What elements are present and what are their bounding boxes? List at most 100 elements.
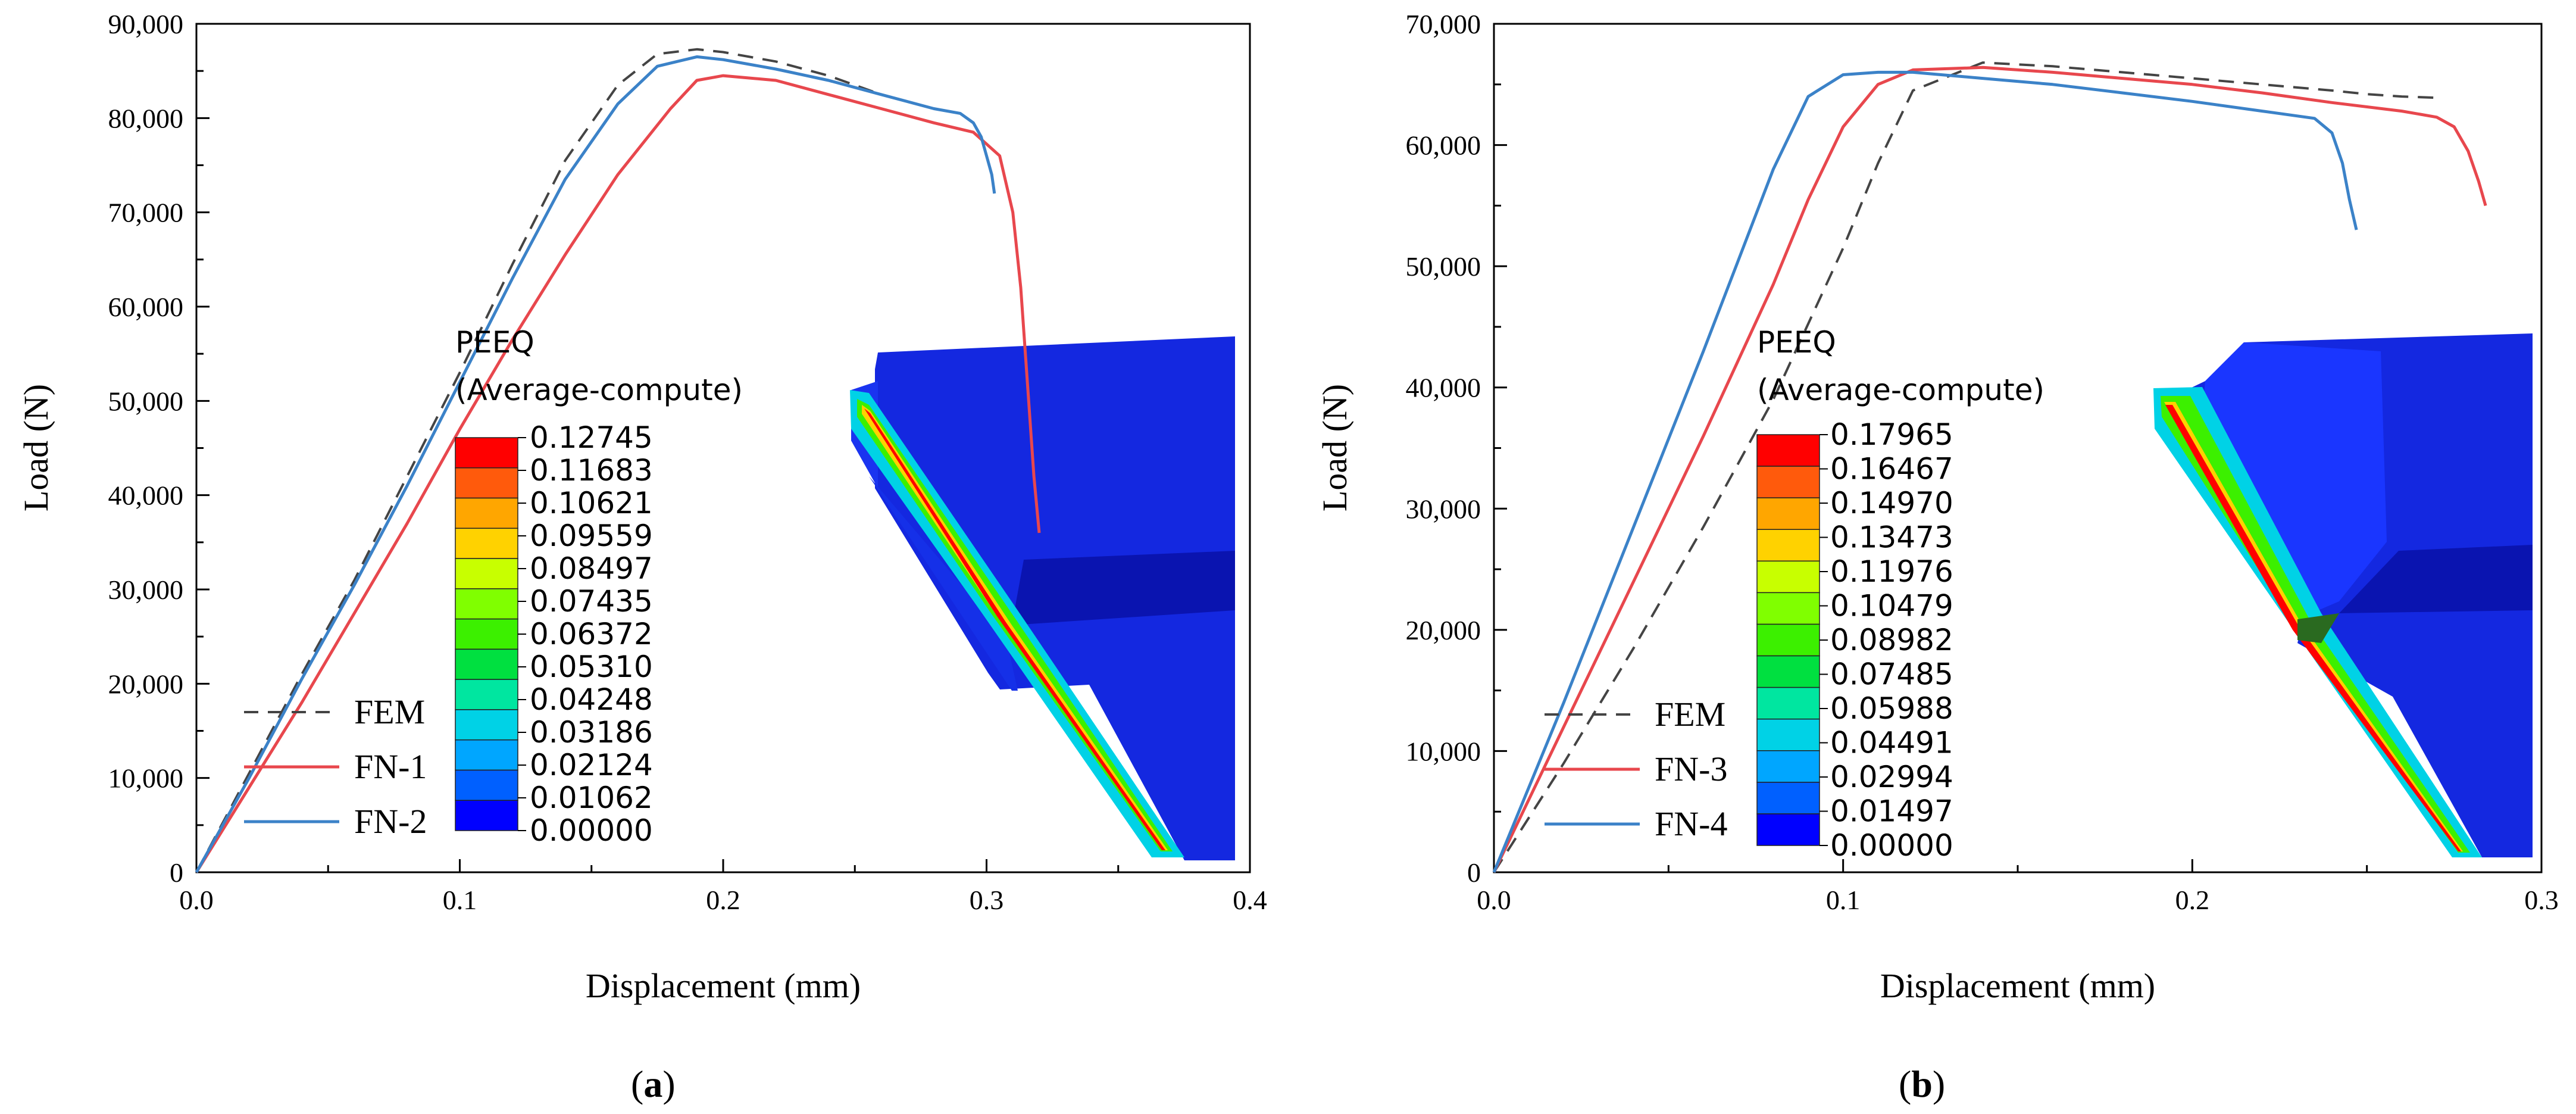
y-tick-label: 20,000: [1406, 615, 1481, 645]
colorbar-label: 0.11683: [530, 453, 653, 488]
ticks-b: 0.0 0.1 0.2 0.3 0 10,000 20,000 30,000 40,000 50,…: [1406, 9, 2559, 915]
colorbar-label: 0.08497: [530, 551, 653, 586]
colorbar-label: 0.10479: [1830, 589, 1953, 623]
colorbar-band: [455, 467, 518, 499]
colorbar-label: 0.08982: [1830, 623, 1953, 657]
colorbar-label: 0.07485: [1830, 657, 1953, 692]
panel-label-letter-a: a: [643, 1063, 662, 1105]
y-tick-label: 0: [170, 857, 183, 888]
colorbar-band: [455, 769, 518, 801]
colorbar-band: [455, 709, 518, 741]
y-tick-label: 50,000: [1406, 251, 1481, 282]
mesh-band-red-b: [2165, 405, 2461, 851]
x-tick-label: 0.2: [706, 885, 740, 915]
y-tick-label: 0: [1467, 857, 1481, 888]
colorbar-band: [1756, 782, 1820, 815]
colorbar-label: 0.14970: [1830, 486, 1953, 520]
mesh-band-yellow-b: [2164, 402, 2463, 851]
colorbar-label: 0.05310: [530, 650, 653, 684]
series-line-fem: [1493, 61, 2437, 873]
mesh-upper-face-b: [2202, 342, 2387, 619]
mesh-dark-band-a: [1012, 551, 1235, 625]
panel-b: 0.0 0.1 0.2 0.3 0 10,000 20,000 30,000 40,000 50,…: [1315, 9, 2559, 1105]
colorbar-a: PEEQ (Average-compute) 0.127450.116830.1…: [455, 325, 743, 848]
colorbar-band: [455, 800, 518, 831]
legend-label-fem: FEM: [354, 692, 425, 731]
series-line-fn-1: [195, 74, 1041, 873]
colorbar-b: PEEQ (Average-compute) 0.179650.164670.1…: [1756, 325, 2044, 863]
x-axis-title-a: Displacement (mm): [586, 966, 861, 1005]
y-tick-label: 10,000: [1406, 736, 1481, 766]
colorbar-label: 0.11976: [1830, 554, 1953, 589]
legend-a: FEM FN-1 FN-2: [244, 692, 427, 841]
mesh-step-b: [2297, 613, 2339, 643]
series-line-fn-4: [1492, 70, 2358, 873]
colorbar-title-line1: PEEQ: [455, 325, 534, 360]
colorbar-band: [455, 679, 518, 710]
y-tick-label: 20,000: [108, 669, 184, 699]
colorbar-label: 0.00000: [1830, 828, 1953, 863]
fe-mesh-inset-b: [2153, 333, 2533, 857]
colorbar-band: [1756, 560, 1820, 594]
series-group-a: [195, 48, 1041, 873]
mesh-band-yellow-a: [862, 405, 1168, 850]
fe-mesh-inset-a: [850, 336, 1235, 860]
mesh-dark-band-b: [2339, 545, 2533, 613]
legend-label-fn2: FN-2: [354, 802, 427, 841]
colorbar-band: [455, 739, 518, 771]
ticks-a: 0.0 0.1 0.2 0.3 0.4 0 10,000 20,000 30,000 40,000…: [108, 9, 1267, 915]
colorbar-band: [455, 618, 518, 650]
colorbar-label: 0.05988: [1830, 691, 1953, 726]
y-tick-label: 10,000: [108, 763, 184, 794]
y-tick-label: 90,000: [108, 9, 184, 39]
colorbar-band: [1756, 592, 1820, 625]
colorbar-band: [1756, 813, 1820, 846]
x-tick-label: 0.2: [2175, 885, 2210, 915]
colorbar-band: [1756, 655, 1820, 688]
colorbar-label: 0.16467: [1830, 452, 1953, 486]
x-tick-label: 0.3: [970, 885, 1004, 915]
series-line-fn-2: [195, 55, 996, 873]
legend-label-fn1: FN-1: [354, 747, 427, 786]
y-tick-label: 60,000: [1406, 130, 1481, 161]
colorbar-label: 0.03186: [530, 715, 653, 750]
panel-label-b: (b): [1899, 1063, 1945, 1105]
y-tick-label: 70,000: [108, 198, 184, 228]
colorbar-band: [1756, 687, 1820, 720]
colorbar-label: 0.09559: [530, 519, 653, 553]
x-tick-label: 0.4: [1233, 885, 1267, 915]
colorbar-label: 0.01062: [530, 781, 653, 815]
y-tick-label: 60,000: [108, 292, 184, 322]
colorbar-band: [455, 648, 518, 680]
legend-label-fem: FEM: [1655, 695, 1725, 734]
y-tick-label: 40,000: [108, 480, 184, 511]
mesh-lower-block-a: [869, 476, 1018, 691]
y-tick-label: 80,000: [108, 103, 184, 133]
y-tick-label: 30,000: [108, 575, 184, 605]
y-tick-label: 50,000: [108, 386, 184, 416]
y-axis-title-a: Load (N): [17, 384, 55, 511]
colorbar-band: [1756, 750, 1820, 783]
colorbar-band: [1756, 466, 1820, 498]
colorbar-band: [455, 588, 518, 620]
panel-label-a: (a): [631, 1063, 676, 1105]
colorbar-band: [455, 528, 518, 559]
legend-label-fn4: FN-4: [1655, 804, 1727, 843]
colorbar-label: 0.00000: [530, 813, 653, 848]
colorbar-label: 0.07435: [530, 584, 653, 619]
colorbar-label: 0.01497: [1830, 794, 1953, 829]
colorbar-band: [455, 497, 518, 529]
colorbar-title-line2: (Average-compute): [1757, 373, 2044, 407]
y-axis-title-b: Load (N): [1315, 384, 1354, 511]
colorbar-label: 0.17965: [1830, 417, 1953, 452]
colorbar-band: [1756, 623, 1820, 657]
legend-label-fn3: FN-3: [1655, 750, 1727, 788]
colorbar-band: [455, 558, 518, 589]
colorbar-band: [1756, 434, 1820, 467]
panel-label-letter-b: b: [1911, 1063, 1933, 1105]
colorbar-label: 0.06372: [530, 617, 653, 651]
colorbar-label: 0.04491: [1830, 726, 1953, 760]
colorbar-band: [1756, 529, 1820, 562]
y-tick-label: 70,000: [1406, 9, 1481, 39]
